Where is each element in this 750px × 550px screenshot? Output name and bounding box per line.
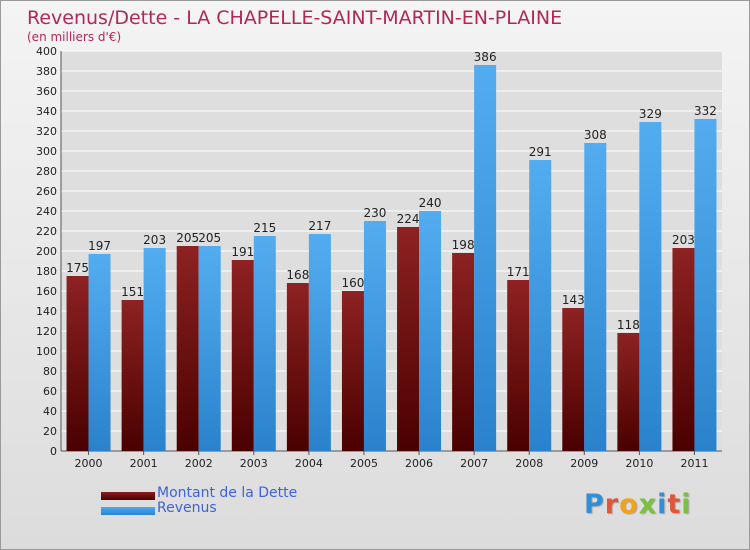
y-tick-label: 180 [36, 265, 57, 278]
y-tick-label: 140 [36, 305, 57, 318]
chart-subtitle: (en milliers d'€) [27, 30, 122, 44]
bar-revenus [639, 122, 662, 451]
proxiti-logo: Proxiti [584, 489, 692, 520]
data-label: 168 [286, 268, 309, 282]
y-tick-label: 340 [36, 105, 57, 118]
bar-revenus [143, 248, 166, 451]
bar-revenus [419, 211, 442, 451]
x-tick-label: 2007 [460, 457, 488, 470]
data-label: 329 [639, 107, 662, 121]
bar-dette [176, 246, 199, 451]
y-tick-label: 360 [36, 85, 57, 98]
y-tick-label: 380 [36, 65, 57, 78]
data-label: 217 [308, 219, 331, 233]
bar-dette [617, 333, 640, 451]
x-tick-label: 2004 [295, 457, 323, 470]
bar-revenus [198, 246, 221, 451]
data-label: 215 [253, 221, 276, 235]
y-tick-label: 220 [36, 225, 57, 238]
data-label: 198 [452, 238, 475, 252]
bar-dette [286, 283, 309, 451]
legend-label-dette: Montant de la Dette [157, 485, 298, 501]
bar-revenus [363, 221, 386, 451]
y-tick-label: 300 [36, 145, 57, 158]
bar-revenus [308, 234, 331, 451]
bar-dette [231, 260, 254, 451]
y-tick-label: 20 [43, 425, 57, 438]
data-label: 205 [176, 231, 199, 245]
data-label: 197 [88, 239, 111, 253]
y-tick-label: 160 [36, 285, 57, 298]
data-label: 203 [672, 233, 695, 247]
bar-revenus [253, 236, 276, 451]
bar-dette [341, 291, 364, 451]
y-tick-label: 100 [36, 345, 57, 358]
x-tick-label: 2001 [130, 457, 158, 470]
bar-dette [121, 300, 144, 451]
x-tick-label: 2009 [570, 457, 598, 470]
y-tick-label: 40 [43, 405, 57, 418]
y-tick-label: 80 [43, 365, 57, 378]
y-tick-label: 240 [36, 205, 57, 218]
y-tick-label: 200 [36, 245, 57, 258]
legend-swatch-revenus [101, 507, 155, 515]
logo-letter: o [619, 489, 639, 520]
y-tick-label: 280 [36, 165, 57, 178]
data-label: 386 [474, 50, 497, 64]
legend-swatch-dette [101, 492, 155, 500]
bar-revenus [88, 254, 111, 451]
bar-revenus [529, 160, 552, 451]
data-label: 171 [507, 265, 530, 279]
y-tick-label: 260 [36, 185, 57, 198]
logo-letter: r [604, 489, 620, 520]
bar-dette [452, 253, 475, 451]
y-tick-label: 0 [50, 445, 57, 458]
data-label: 224 [397, 212, 420, 226]
data-label: 203 [143, 233, 166, 247]
logo-letter: x [638, 489, 658, 520]
data-label: 191 [231, 245, 254, 259]
data-label: 143 [562, 293, 585, 307]
x-tick-label: 2010 [625, 457, 653, 470]
y-tick-label: 400 [36, 45, 57, 58]
bar-dette [507, 280, 530, 451]
bar-revenus [584, 143, 607, 451]
data-label: 175 [66, 261, 89, 275]
data-label: 332 [694, 104, 717, 118]
x-tick-label: 2008 [515, 457, 543, 470]
x-tick-label: 2003 [240, 457, 268, 470]
data-label: 291 [529, 145, 552, 159]
data-label: 205 [198, 231, 221, 245]
bar-dette [66, 276, 89, 451]
bar-revenus [474, 65, 497, 451]
x-tick-label: 2000 [75, 457, 103, 470]
x-tick-label: 2005 [350, 457, 378, 470]
logo-letter: t [667, 489, 682, 520]
y-tick-label: 320 [36, 125, 57, 138]
logo-letter: P [584, 489, 605, 520]
data-label: 160 [342, 276, 365, 290]
data-label: 308 [584, 128, 607, 142]
data-label: 230 [364, 206, 387, 220]
bar-revenus [694, 119, 717, 451]
legend-label-revenus: Revenus [157, 500, 217, 516]
x-tick-label: 2006 [405, 457, 433, 470]
data-label: 118 [617, 318, 640, 332]
x-tick-label: 2002 [185, 457, 213, 470]
chart-title: Revenus/Dette - LA CHAPELLE-SAINT-MARTIN… [27, 7, 563, 29]
bar-dette [397, 227, 420, 451]
x-tick-label: 2011 [680, 457, 708, 470]
bar-dette [562, 308, 585, 451]
bar-dette [672, 248, 695, 451]
data-label: 240 [419, 196, 442, 210]
y-tick-label: 120 [36, 325, 57, 338]
y-tick-label: 60 [43, 385, 57, 398]
logo-letter: i [681, 489, 692, 520]
data-label: 151 [121, 285, 144, 299]
logo-letter: i [657, 489, 668, 520]
